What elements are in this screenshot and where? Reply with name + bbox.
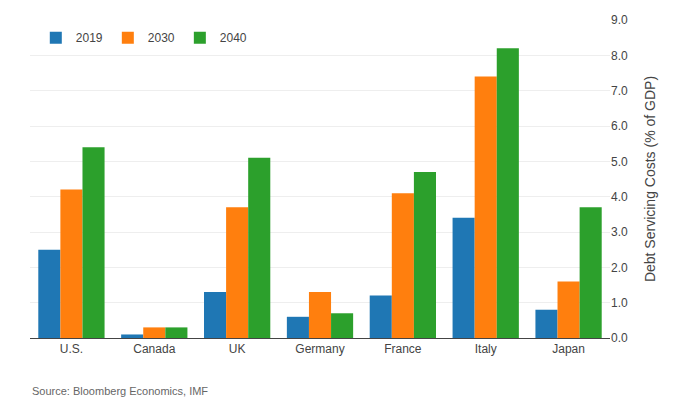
svg-text:0.0: 0.0 [611, 331, 628, 345]
svg-text:2030: 2030 [148, 31, 175, 45]
svg-text:Source: Bloomberg Economics, I: Source: Bloomberg Economics, IMF [32, 385, 208, 397]
svg-text:1.0: 1.0 [611, 296, 628, 310]
svg-text:2019: 2019 [76, 31, 103, 45]
svg-text:4.0: 4.0 [611, 190, 628, 204]
svg-text:8.0: 8.0 [611, 49, 628, 63]
svg-text:6.0: 6.0 [611, 119, 628, 133]
svg-text:2.0: 2.0 [611, 261, 628, 275]
svg-text:2040: 2040 [220, 31, 247, 45]
svg-text:Germany: Germany [295, 342, 344, 356]
svg-text:3.0: 3.0 [611, 225, 628, 239]
svg-text:7.0: 7.0 [611, 84, 628, 98]
svg-text:5.0: 5.0 [611, 155, 628, 169]
svg-text:U.S.: U.S. [60, 342, 83, 356]
svg-text:Canada: Canada [133, 342, 175, 356]
svg-text:Debt Servicing Costs (% of GDP: Debt Servicing Costs (% of GDP) [642, 76, 658, 282]
svg-text:France: France [384, 342, 422, 356]
svg-text:UK: UK [229, 342, 246, 356]
svg-text:9.0: 9.0 [611, 13, 628, 27]
svg-text:Japan: Japan [552, 342, 585, 356]
svg-text:Italy: Italy [475, 342, 497, 356]
